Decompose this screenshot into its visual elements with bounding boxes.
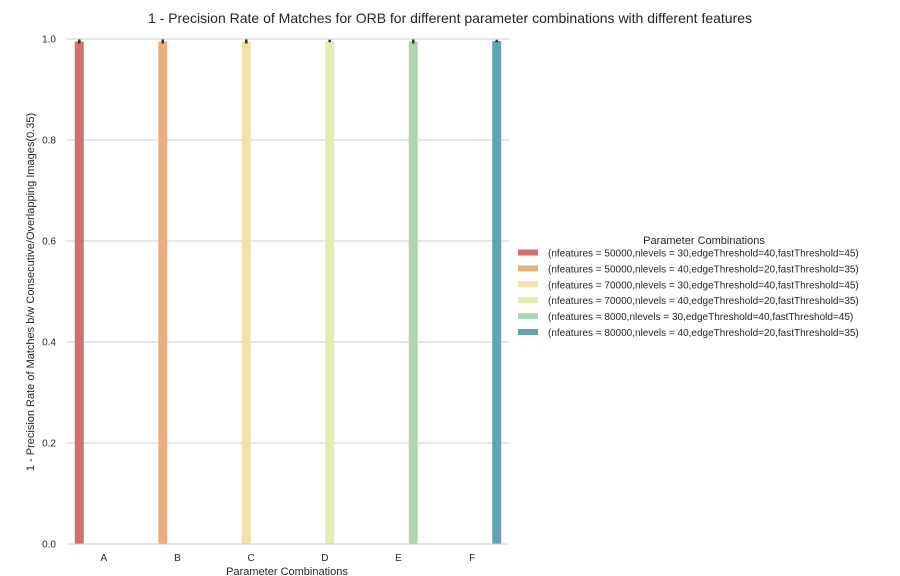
legend-swatch [518, 265, 538, 272]
legend-title: Parameter Combinations [643, 235, 765, 247]
legend-entry: (nfeatures = 50000,nlevels = 40,edgeThre… [548, 264, 859, 275]
legend-swatch [518, 249, 538, 256]
bars [74, 41, 502, 545]
bar [492, 41, 502, 545]
x-tick-label: C [248, 553, 255, 564]
y-axis-label: 1 - Precision Rate of Matches b/w Consec… [25, 113, 37, 471]
legend-entry: (nfeatures = 70000,nlevels = 30,edgeThre… [548, 280, 859, 291]
bar [325, 41, 335, 545]
y-tick-label: 0.2 [42, 439, 56, 450]
y-tick-label: 0.6 [42, 237, 56, 248]
legend-swatch [518, 281, 538, 288]
y-tick-label: 1.0 [42, 35, 56, 46]
x-tick-label: D [321, 553, 328, 564]
bar [408, 41, 418, 545]
legend-entry: (nfeatures = 70000,nlevels = 40,edgeThre… [548, 296, 859, 307]
legend-swatch [518, 329, 538, 335]
y-tick-label: 0.8 [42, 136, 56, 147]
legend-entry: (nfeatures = 50000,nlevels = 30,edgeThre… [548, 249, 859, 260]
legend-entry: (nfeatures = 8000,nlevels = 30,edgeThres… [548, 312, 853, 323]
bar [241, 41, 251, 545]
x-tick-labels: A B C D E F [100, 553, 475, 564]
bar [74, 41, 84, 545]
bar [158, 41, 168, 545]
x-tick-label: F [469, 553, 475, 564]
legend-swatch [518, 297, 538, 304]
x-tick-label: A [100, 553, 107, 564]
legend-entry: (nfeatures = 80000,nlevels = 40,edgeThre… [548, 328, 859, 339]
x-tick-label: E [395, 553, 402, 564]
chart-title: 1 - Precision Rate of Matches for ORB fo… [148, 10, 752, 26]
legend: Parameter Combinations (nfeatures = 5000… [518, 235, 859, 339]
grid [67, 38, 509, 545]
y-tick-labels: 0.0 0.2 0.4 0.6 0.8 1.0 [42, 35, 56, 551]
x-axis-label: Parameter Combinations [226, 566, 348, 576]
legend-swatch [518, 313, 538, 320]
error-bars [77, 39, 499, 44]
y-tick-label: 0.0 [42, 540, 56, 551]
x-tick-label: B [174, 553, 181, 564]
y-tick-label: 0.4 [42, 338, 56, 349]
